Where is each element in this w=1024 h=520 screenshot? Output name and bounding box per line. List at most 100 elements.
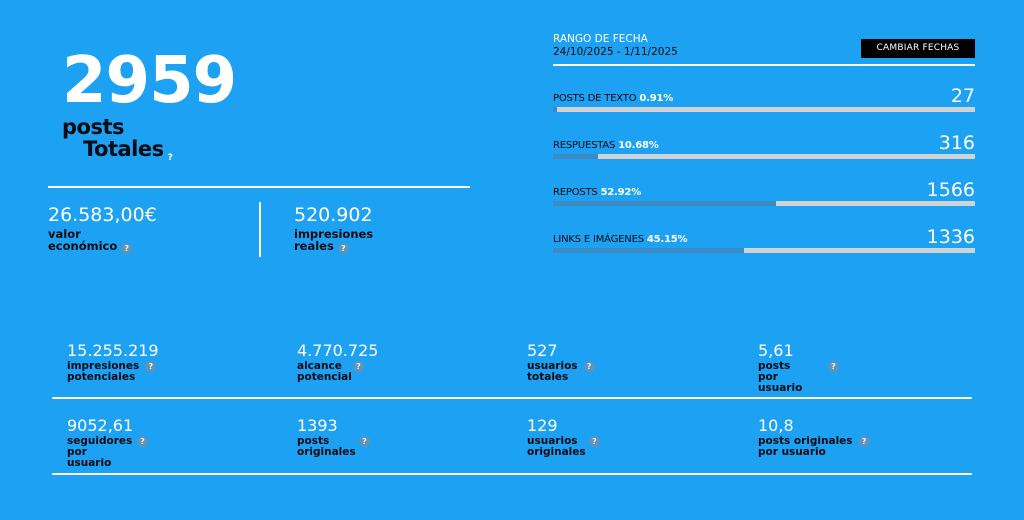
stat-label: posts originales por usuario xyxy=(758,436,853,458)
help-icon[interactable]: ? xyxy=(121,243,133,254)
stat-label-line1: seguidores xyxy=(67,435,133,447)
breakdown-row-replies: RESPUESTAS 10.68% 316 xyxy=(553,129,975,159)
progress-bar xyxy=(553,107,975,112)
kpi-label: valor económico? xyxy=(48,228,157,254)
total-posts-label: posts Totales? xyxy=(62,115,173,169)
help-icon[interactable]: ? xyxy=(858,436,870,447)
stat-label-line2: por usuario xyxy=(67,446,112,469)
stat-label: seguidores por usuario xyxy=(67,435,133,469)
stat-label: posts originales xyxy=(297,435,356,458)
progress-fill xyxy=(553,107,558,112)
stat-label-line1: usuarios xyxy=(527,360,578,372)
breakdown-label: REPOSTS 52.92% xyxy=(553,187,641,198)
stat-label: usuarios totales xyxy=(527,361,578,383)
breakdown-label-text: RESPUESTAS xyxy=(553,140,616,151)
breakdown-label-text: LINKS E IMÁGENES xyxy=(553,234,644,245)
stat-value: 15.255.219 xyxy=(67,341,159,360)
stat-label-line1: usuarios xyxy=(527,435,578,447)
stat-label-line2: potencial xyxy=(297,371,352,383)
hero-divider xyxy=(48,186,470,188)
stat-value: 5,61 xyxy=(758,341,794,360)
kpi-label-line1: impresiones xyxy=(294,227,374,241)
help-icon[interactable]: ? xyxy=(137,436,148,447)
help-icon[interactable]: ? xyxy=(589,436,600,447)
date-range-dates: 24/10/2025 - 1/11/2025 xyxy=(553,46,678,58)
stat-value: 1393 xyxy=(297,416,338,435)
stat-label-line1: posts originales xyxy=(758,435,853,447)
stat-posts-per-user: 5,61 posts por usuario? xyxy=(758,342,958,394)
stat-original-posts: 1393 posts originales? xyxy=(297,417,497,458)
help-icon[interactable]: ? xyxy=(145,361,157,372)
total-posts-label-line2: Totales xyxy=(83,137,164,161)
progress-fill xyxy=(553,201,777,206)
stat-value: 527 xyxy=(527,341,558,360)
kpi-label-line1: valor xyxy=(48,227,81,241)
stat-label-line2: por usuario xyxy=(758,371,803,394)
stat-label-line1: posts xyxy=(297,435,330,447)
stat-label-line1: alcance xyxy=(297,360,342,372)
stat-label-line2: originales xyxy=(527,446,586,458)
stat-followers-per-user: 9052,61 seguidores por usuario? xyxy=(67,417,267,469)
breakdown-percent: 52.92% xyxy=(600,187,642,198)
breakdown-percent: 10.68% xyxy=(618,140,659,151)
kpi-label-line2: económico xyxy=(48,239,118,253)
help-icon[interactable]: ? xyxy=(167,153,173,163)
breakdown-count: 1566 xyxy=(926,179,975,201)
breakdown-count: 316 xyxy=(938,132,975,154)
help-icon[interactable]: ? xyxy=(353,361,364,372)
kpi-value: 26.583,00€ xyxy=(48,204,157,226)
change-dates-button[interactable]: CAMBIAR FECHAS xyxy=(861,39,975,58)
stat-label-line2: potenciales xyxy=(67,371,136,383)
stat-label-line2: originales xyxy=(297,446,356,458)
breakdown-row-links-images: LINKS E IMÁGENES 45.15% 1336 xyxy=(553,223,975,253)
breakdown-label: POSTS DE TEXTO 0.91% xyxy=(553,93,673,104)
kpi-label: impresiones reales? xyxy=(294,228,373,254)
help-icon[interactable]: ? xyxy=(583,361,595,372)
total-posts-value: 2959 xyxy=(62,44,237,118)
breakdown-row-reposts: REPOSTS 52.92% 1566 xyxy=(553,176,975,206)
breakdown-label-text: POSTS DE TEXTO xyxy=(553,93,637,104)
date-range-title: RANGO DE FECHA xyxy=(553,33,648,45)
stat-label-line2: totales xyxy=(527,371,569,383)
stats-divider-1 xyxy=(52,397,972,399)
breakdown-row-text-posts: POSTS DE TEXTO 0.91% 27 xyxy=(553,82,975,112)
progress-bar xyxy=(553,154,975,159)
stat-original-users: 129 usuarios originales? xyxy=(527,417,727,458)
stat-value: 4.770.725 xyxy=(297,341,379,360)
stats-divider-2 xyxy=(52,473,972,475)
kpi-real-impressions: 520.902 impresiones reales? xyxy=(294,204,373,254)
breakdown-label-text: REPOSTS xyxy=(553,187,598,198)
stat-potential-impressions: 15.255.219 impresiones potenciales? xyxy=(67,342,267,383)
stat-label: usuarios originales xyxy=(527,435,586,458)
stat-potential-reach: 4.770.725 alcance potencial? xyxy=(297,342,497,383)
breakdown-label: RESPUESTAS 10.68% xyxy=(553,140,659,151)
breakdown-label: LINKS E IMÁGENES 45.15% xyxy=(553,234,687,245)
stat-total-users: 527 usuarios totales? xyxy=(527,342,727,383)
kpi-label-line2: reales xyxy=(294,239,334,253)
breakdown-count: 1336 xyxy=(926,226,975,248)
help-icon[interactable]: ? xyxy=(359,436,370,447)
stat-label: alcance potencial xyxy=(297,360,352,383)
total-posts-label-line1: posts xyxy=(62,115,125,139)
kpi-value: 520.902 xyxy=(294,204,373,226)
date-range-divider xyxy=(553,64,975,66)
help-icon[interactable]: ? xyxy=(337,243,349,254)
kpi-economic-value: 26.583,00€ valor económico? xyxy=(48,204,157,254)
breakdown-percent: 0.91% xyxy=(639,93,674,104)
kpi-divider xyxy=(259,202,261,257)
help-icon[interactable]: ? xyxy=(828,361,839,372)
stat-value: 10,8 xyxy=(758,416,794,435)
stat-label-line2: por usuario xyxy=(758,446,826,458)
stat-label: impresiones potenciales xyxy=(67,361,139,383)
progress-fill xyxy=(553,248,744,253)
stat-value: 129 xyxy=(527,416,558,435)
stat-original-posts-per-user: 10,8 posts originales por usuario? xyxy=(758,417,958,458)
stat-value: 9052,61 xyxy=(67,416,134,435)
progress-bar xyxy=(553,248,975,253)
progress-bar xyxy=(553,201,975,206)
breakdown-count: 27 xyxy=(950,85,975,107)
stat-label: posts por usuario xyxy=(758,361,822,394)
stat-label-line1: impresiones xyxy=(67,360,140,372)
stat-label-line1: posts xyxy=(758,360,791,372)
progress-fill xyxy=(553,154,599,159)
